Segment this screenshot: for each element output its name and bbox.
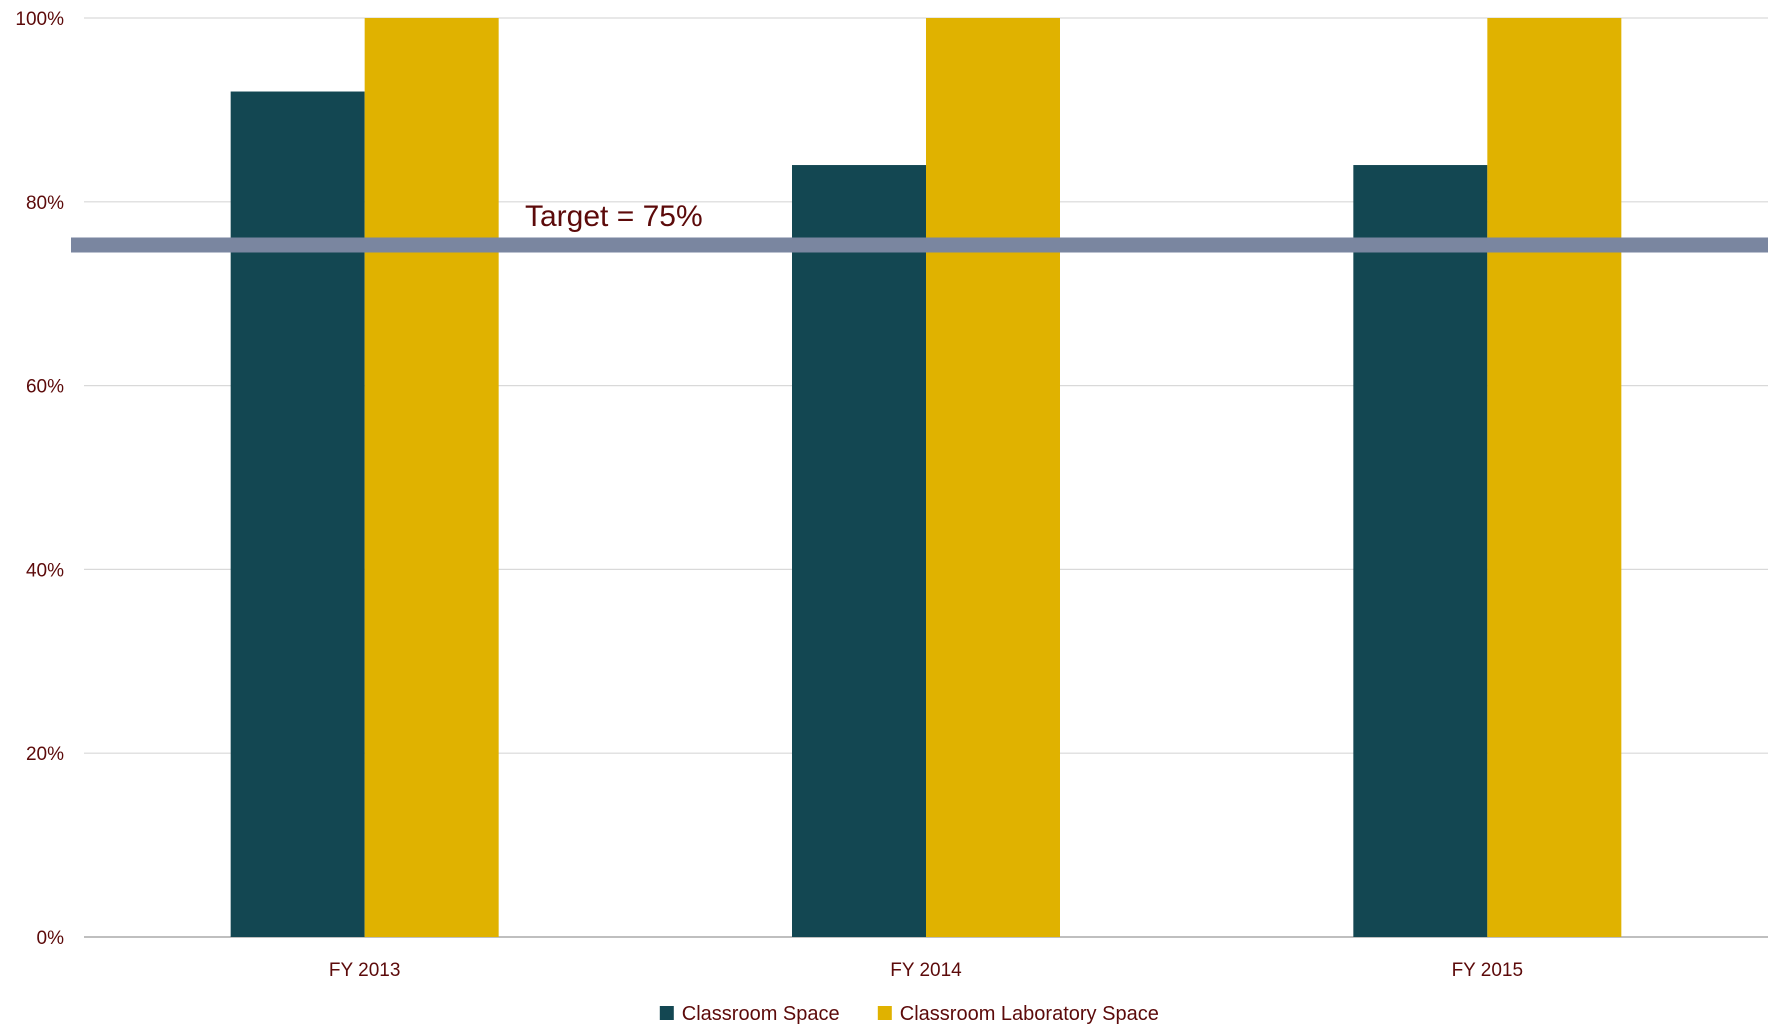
y-tick-label: 60% [26, 377, 64, 398]
x-tick-label: FY 2013 [329, 960, 400, 981]
y-tick-label: 100% [15, 9, 64, 30]
bar-classroom-space [792, 165, 926, 938]
y-tick-label: 20% [26, 744, 64, 765]
bars [230, 18, 1622, 938]
legend-swatch [659, 1006, 674, 1020]
x-axis: FY 2013 FY 2014 FY 2015 [329, 960, 1523, 981]
bar-classroom-laboratory-space [1487, 18, 1622, 937]
bar-classroom-laboratory-space [364, 18, 499, 937]
legend-swatch [877, 1006, 892, 1020]
x-tick-label: FY 2014 [890, 960, 962, 981]
target-line-group: Target = 75% [71, 200, 1768, 253]
bar-classroom-laboratory-space [926, 18, 1060, 937]
y-tick-label: 40% [26, 560, 64, 581]
y-tick-label: 80% [26, 193, 64, 214]
legend-label: Classroom Space [682, 1003, 840, 1025]
target-label: Target = 75% [525, 200, 703, 233]
y-tick-label: 0% [37, 928, 65, 949]
x-tick-label: FY 2015 [1452, 960, 1523, 981]
bar-classroom-space [230, 91, 365, 937]
y-axis: 0% 20% 40% 60% 80% 100% [15, 9, 64, 949]
bar-classroom-space [1353, 165, 1488, 938]
legend-label: Classroom Laboratory Space [900, 1003, 1159, 1025]
legend: Classroom Space Classroom Laboratory Spac… [659, 1003, 1159, 1025]
